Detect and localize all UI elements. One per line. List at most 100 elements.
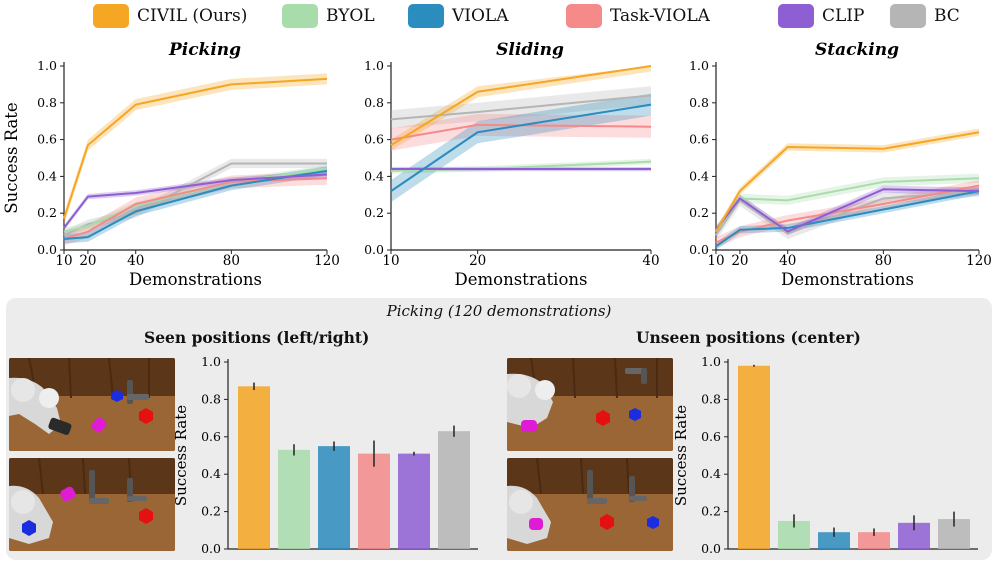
y-tick-label: 0.2: [364, 205, 384, 220]
y-tick-label: 0.0: [201, 541, 221, 556]
line-chart-sliding: Sliding 0.0 0.2 0.4 0.6 0.8 1.0 10 20 40 Demonstra…: [364, 40, 659, 289]
series-band: [391, 93, 651, 203]
y-tick-label: 0.8: [201, 391, 221, 406]
y-tick-label: 0.0: [37, 242, 57, 257]
line-chart-stacking: Stacking 0.0 0.2 0.4 0.6 0.8 1.0 10 20 40 80 120 Dem…: [689, 40, 992, 289]
legend: CIVIL (Ours) BYOL VIOLA Task-VIOLA CLIP BC: [0, 0, 996, 34]
scene-photo-unseen-top: [507, 358, 673, 451]
x-tick-label: 10: [707, 253, 724, 269]
y-tick-label: 0.6: [201, 429, 221, 444]
legend-item: CLIP: [778, 4, 864, 28]
line-chart-picking: Picking 0.0 0.2 0.4 0.6 0.8 1.0 10 20 40 80 120 Demo…: [2, 40, 340, 289]
x-tick-label: 20: [469, 253, 486, 269]
bar: [858, 532, 890, 549]
legend-label: CLIP: [822, 6, 865, 26]
series-line: [715, 188, 980, 233]
x-tick-label: 120: [314, 253, 340, 269]
legend-item: VIOLA: [408, 4, 509, 28]
y-tick-label: 0.2: [689, 205, 709, 220]
y-tick-label: 0.0: [364, 242, 384, 257]
x-tick-label: 20: [79, 253, 96, 269]
y-tick-label: 0.4: [37, 168, 57, 183]
bottom-panel: Picking (120 demonstrations) Seen positi…: [6, 298, 992, 560]
series-line: [63, 169, 328, 240]
chart-title: Picking: [168, 40, 241, 60]
legend-label: CIVIL (Ours): [137, 6, 248, 26]
y-tick-label: 0.8: [701, 391, 721, 406]
y-tick-label: 0.6: [689, 132, 709, 147]
y-axis-label: Success Rate: [172, 405, 190, 506]
legend-item: BYOL: [282, 4, 375, 28]
y-tick-label: 1.0: [364, 58, 384, 73]
bar-chart-unseen: 0.0 0.2 0.4 0.6 0.8 1.0 Success Rate: [672, 354, 978, 556]
y-tick-label: 1.0: [201, 354, 221, 369]
legend-label: BYOL: [326, 6, 375, 26]
legend-label: BC: [934, 6, 960, 26]
bar: [238, 386, 270, 549]
bar: [438, 431, 470, 549]
series-line: [390, 65, 652, 146]
unseen-title: Unseen positions (center): [636, 328, 861, 347]
x-tick-label: 40: [642, 253, 659, 269]
bar: [398, 453, 430, 549]
y-tick-label: 0.6: [364, 132, 384, 147]
legend-item: CIVIL (Ours): [93, 4, 247, 28]
y-axis-label: Success Rate: [2, 102, 21, 213]
legend-label: Task-VIOLA: [610, 6, 710, 26]
series-band: [64, 158, 327, 240]
bar-chart-seen: 0.0 0.2 0.4 0.6 0.8 1.0 Success Rate: [172, 354, 478, 556]
x-tick-label: 80: [875, 253, 892, 269]
scene-photo-seen-bottom: [9, 458, 175, 551]
legend-item: Task-VIOLA: [566, 4, 710, 28]
y-tick-label: 0.6: [37, 132, 57, 147]
series-line: [390, 123, 652, 141]
x-tick-label: 10: [382, 253, 399, 269]
series-band: [716, 128, 979, 236]
bar: [358, 453, 390, 549]
legend-swatch: [890, 4, 926, 28]
y-tick-label: 1.0: [689, 58, 709, 73]
bar: [318, 446, 350, 549]
series-line: [390, 103, 652, 192]
y-tick-label: 1.0: [37, 58, 57, 73]
y-tick-label: 0.2: [701, 504, 721, 519]
x-tick-label: 40: [779, 253, 796, 269]
legend-swatch: [778, 4, 814, 28]
x-tick-label: 20: [731, 253, 748, 269]
series-band: [64, 73, 327, 225]
y-tick-label: 0.2: [201, 504, 221, 519]
y-tick-label: 0.4: [689, 168, 709, 183]
bar: [738, 365, 770, 549]
y-tick-label: 0.2: [37, 205, 57, 220]
bar: [278, 449, 310, 549]
legend-item: BC: [890, 4, 960, 28]
x-tick-label: 80: [223, 253, 240, 269]
y-tick-label: 0.8: [364, 95, 384, 110]
series-line: [63, 173, 328, 229]
x-tick-label: 120: [966, 253, 992, 269]
legend-swatch: [93, 4, 129, 28]
series-line: [715, 190, 980, 236]
x-axis-label: Demonstrations: [455, 270, 588, 289]
series-line: [715, 190, 980, 248]
y-tick-label: 0.8: [37, 95, 57, 110]
legend-label: VIOLA: [452, 6, 509, 26]
panel-caption: Picking (120 demonstrations): [386, 302, 612, 320]
chart-title: Stacking: [815, 40, 899, 60]
seen-title: Seen positions (left/right): [144, 328, 370, 347]
y-tick-label: 0.0: [689, 242, 709, 257]
scene-photo-seen-top: [9, 358, 175, 451]
series-line: [390, 94, 652, 121]
x-axis-label: Demonstrations: [129, 270, 262, 289]
x-axis-label: Demonstrations: [781, 270, 914, 289]
series-line: [63, 77, 328, 220]
bar: [818, 532, 850, 549]
series-line: [715, 131, 980, 233]
y-tick-label: 0.8: [689, 95, 709, 110]
y-tick-label: 0.4: [364, 168, 384, 183]
chart-title: Sliding: [496, 40, 564, 60]
legend-swatch: [408, 4, 444, 28]
scene-photo-unseen-bottom: [507, 458, 673, 551]
y-axis-label: Success Rate: [672, 405, 690, 506]
series-band: [391, 113, 651, 151]
